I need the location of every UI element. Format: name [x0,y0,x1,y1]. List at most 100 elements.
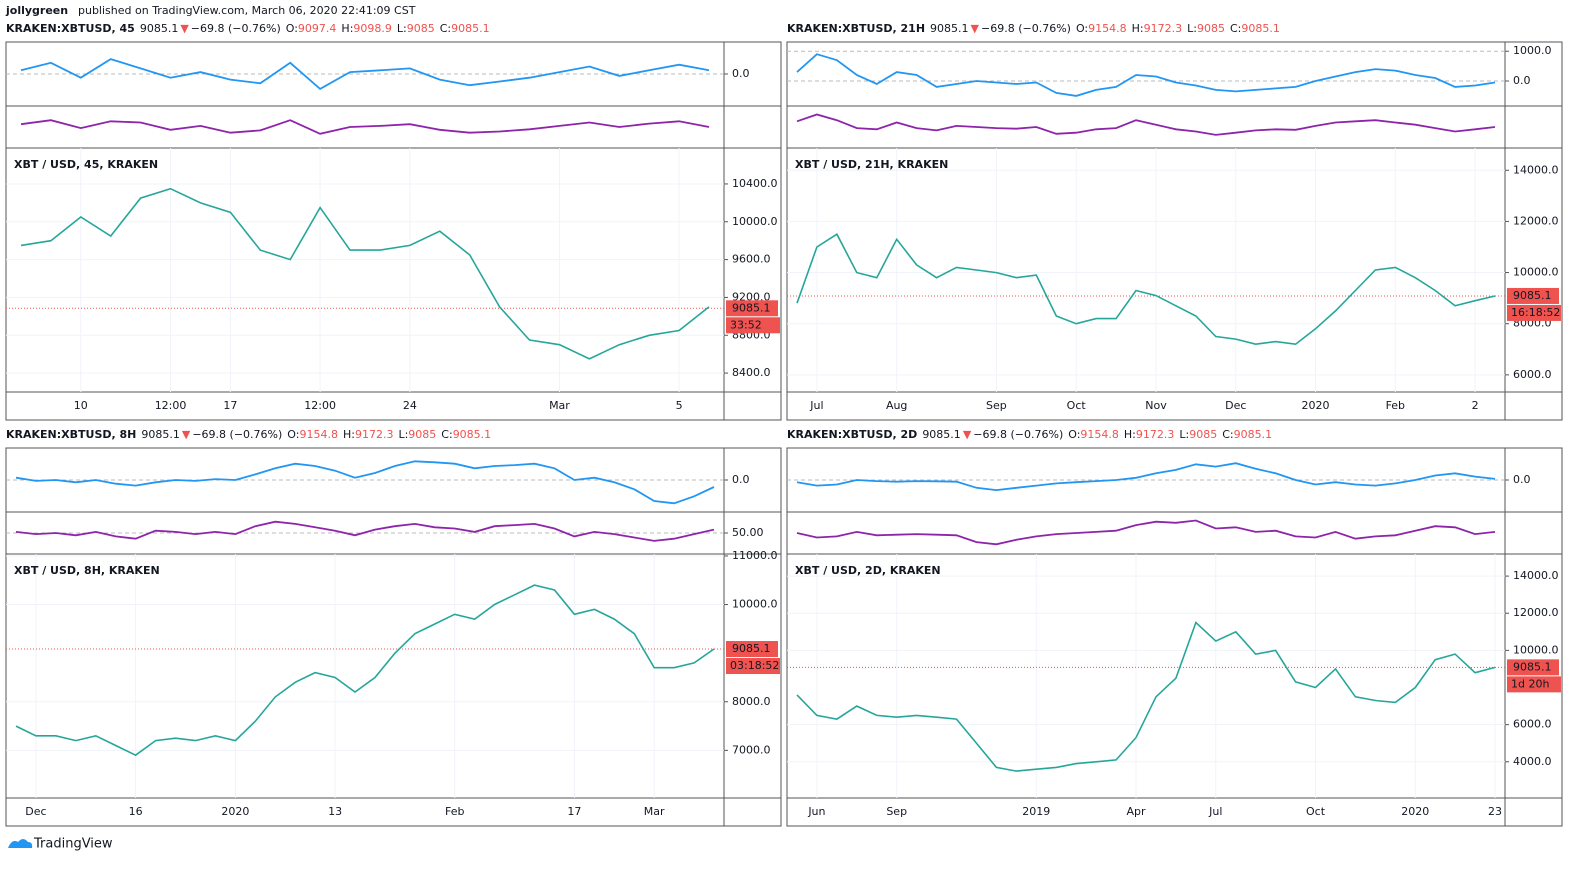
change: −69.8 (−0.76%) [192,428,282,441]
ohlc-value: 9172.3 [1144,22,1183,35]
last-price-label: 9085.1 [732,301,771,314]
symbol: KRAKEN:XBTUSD, 21H [787,22,925,35]
change-arrow: ▼ [971,22,980,35]
ohlc-label: H: [1132,22,1144,35]
brand: TradingView [33,837,113,852]
last-price: 9085.1 [140,22,179,35]
y-tick-label: 8400.0 [732,366,771,379]
pane-title: XBT / USD, 2D, KRAKEN [795,564,941,577]
ohlc-label: H: [1124,428,1136,441]
countdown: 33:52 [730,318,762,331]
ohlc-value: 9085 [408,428,436,441]
ohlc-value: 9085.1 [451,22,490,35]
price-line [796,233,1496,346]
ohlc-value: 9097.4 [298,22,337,35]
y-tick-label: 0.0 [1513,473,1531,486]
last-price-label: 9085.1 [732,642,771,655]
published: published on TradingView.com, March 06, … [78,4,416,17]
x-tick-label: 16 [129,805,143,818]
panel-frame [786,447,1563,827]
ohlc-value: 9154.8 [1088,22,1127,35]
symbol-header: KRAKEN:XBTUSD, 2D 9085.1 ▼ −69.8 (−0.76%) O:… [787,428,1272,441]
last-price-label: 9085.1 [1513,289,1552,302]
x-tick-label: 2019 [1022,805,1050,818]
y-tick-label: 11000.0 [732,549,778,562]
x-tick-label: Sep [986,399,1007,412]
x-tick-label: 2 [1472,399,1479,412]
last-price-label: 9085.1 [1513,660,1552,673]
x-tick-label: Sep [886,805,907,818]
pane-title: XBT / USD, 8H, KRAKEN [14,564,160,577]
countdown-tag [726,317,780,334]
x-tick-label: 2020 [221,805,249,818]
panel-frame [786,41,1563,421]
x-tick-label: Feb [1386,399,1405,412]
author: jollygreen [5,4,68,17]
countdown: 03:18:52 [730,659,779,672]
y-tick-label: 12000.0 [1513,606,1559,619]
y-tick-label: 7000.0 [732,743,771,756]
change-arrow: ▼ [180,22,189,35]
pane-title: XBT / USD, 21H, KRAKEN [795,158,948,171]
x-tick-label: Apr [1127,805,1147,818]
x-tick-label: Mar [549,399,570,412]
price-line [796,462,1496,492]
ohlc-label: C: [1222,428,1233,441]
change-arrow: ▼ [182,428,191,441]
price-line [15,460,715,505]
x-tick-label: 23 [1488,805,1502,818]
x-tick-label: 12:00 [155,399,187,412]
price-line [20,119,710,135]
price-line [20,187,710,360]
ohlc-label: C: [1230,22,1241,35]
x-tick-label: 24 [403,399,417,412]
last-price: 9085.1 [930,22,969,35]
y-tick-label: 10400.0 [732,177,778,190]
x-tick-label: 10 [74,399,88,412]
ohlc-label: L: [397,22,407,35]
y-tick-label: 1000.0 [1513,44,1552,57]
y-tick-label: 8000.0 [732,695,771,708]
ohlc-value: 9154.8 [1080,428,1119,441]
x-tick-label: Dec [25,805,46,818]
y-tick-label: 10000.0 [732,215,778,228]
ohlc-label: C: [441,428,452,441]
price-line [20,58,710,90]
countdown: 16:18:52 [1511,306,1560,319]
last-price-tag [1507,287,1559,304]
ohlc-value: 9085.1 [1241,22,1280,35]
y-tick-label: 50.00 [732,526,764,539]
x-tick-label: 17 [223,399,237,412]
change-arrow: ▼ [963,428,972,441]
ohlc-label: O: [287,428,299,441]
countdown-tag [1507,676,1561,693]
y-tick-label: 0.0 [732,67,750,80]
x-tick-label: Jul [1208,805,1222,818]
ohlc-value: 9085.1 [1234,428,1273,441]
change: −69.8 (−0.76%) [981,22,1071,35]
ohlc-value: 9085 [1189,428,1217,441]
price-line [796,621,1496,772]
y-tick-label: 9600.0 [732,253,771,266]
x-tick-label: 13 [328,805,342,818]
symbol-header: KRAKEN:XBTUSD, 21H 9085.1 ▼ −69.8 (−0.76%) O… [787,22,1280,35]
ohlc-value: 9085 [1197,22,1225,35]
ohlc-label: C: [440,22,451,35]
x-tick-label: Jul [809,399,823,412]
price-line [15,520,715,542]
y-tick-label: 12000.0 [1513,214,1559,227]
logo [8,839,33,848]
pane-title: XBT / USD, 45, KRAKEN [14,158,158,171]
x-tick-label: 2020 [1302,399,1330,412]
y-tick-label: 6000.0 [1513,368,1552,381]
ohlc-label: H: [341,22,353,35]
x-tick-label: 12:00 [304,399,336,412]
price-line [796,519,1496,546]
ohlc-label: O: [286,22,298,35]
ohlc-value: 9085.1 [453,428,492,441]
x-tick-label: 2020 [1401,805,1429,818]
logo-cloud [8,839,33,848]
y-tick-label: 4000.0 [1513,755,1552,768]
x-tick-label: Oct [1306,805,1326,818]
